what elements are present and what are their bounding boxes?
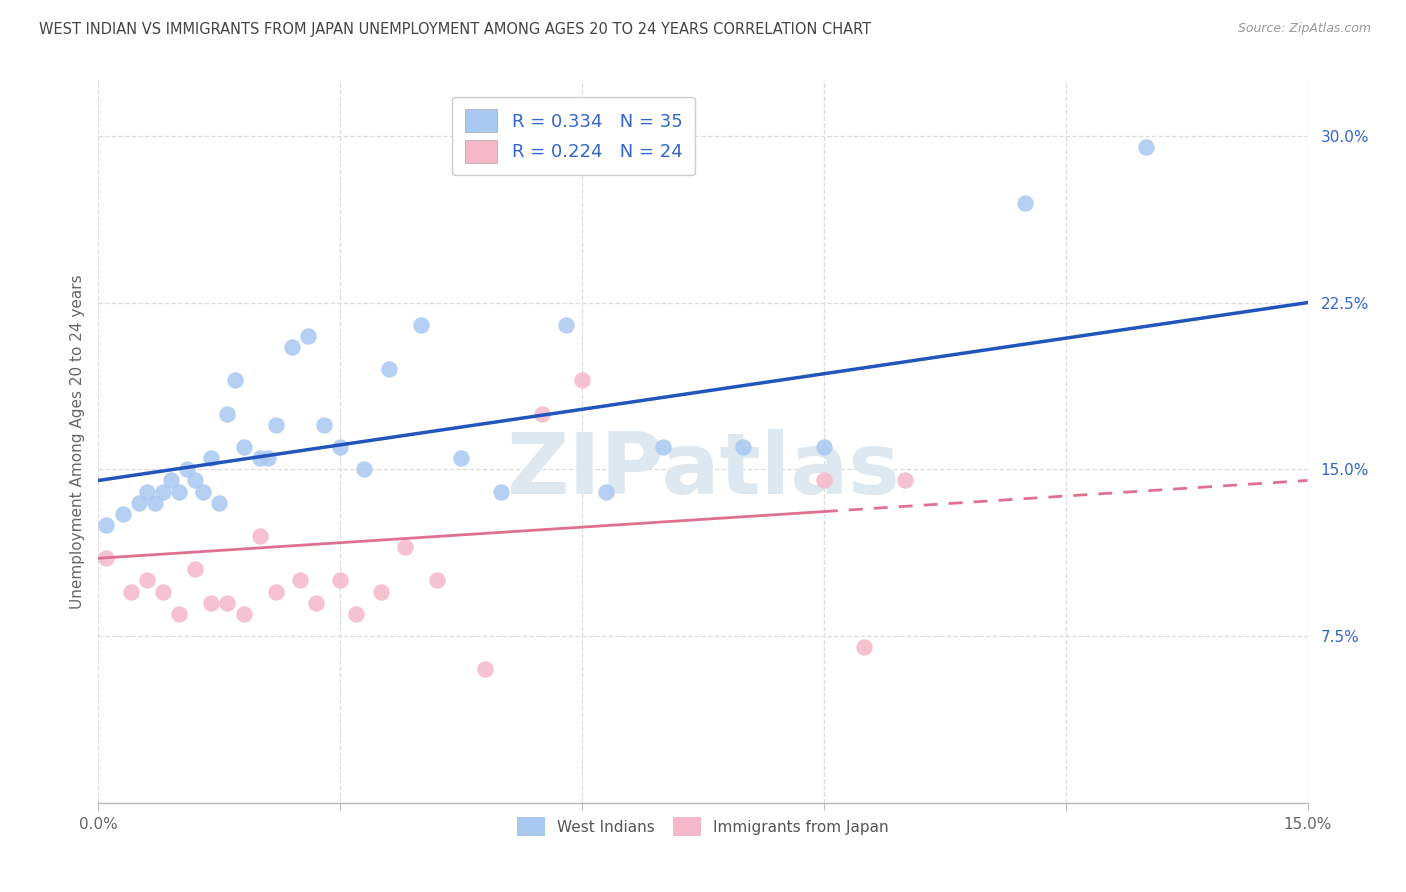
Point [249,451,271,466]
Point [256,451,278,466]
Point [160,474,183,488]
Point [176,462,198,476]
Point [450,451,472,466]
Point [491,484,513,499]
Point [409,318,432,332]
Point [152,584,174,599]
Point [353,462,375,476]
Point [1014,195,1036,210]
Point [530,407,553,421]
Point [893,474,915,488]
Point [394,540,416,554]
Point [1135,140,1157,154]
Legend: West Indians, Immigrants from Japan: West Indians, Immigrants from Japan [512,811,894,842]
Point [96,517,118,532]
Point [733,440,755,454]
Point [135,484,157,499]
Point [474,662,496,676]
Point [377,362,399,376]
Point [297,329,319,343]
Point [853,640,876,655]
Point [329,574,352,588]
Point [571,373,593,387]
Point [595,484,617,499]
Point [96,551,118,566]
Point [193,484,215,499]
Point [128,496,150,510]
Point [232,607,254,621]
Point [208,496,231,510]
Point [305,596,328,610]
Point [344,607,367,621]
Text: WEST INDIAN VS IMMIGRANTS FROM JAPAN UNEMPLOYMENT AMONG AGES 20 TO 24 YEARS CORR: WEST INDIAN VS IMMIGRANTS FROM JAPAN UNE… [39,22,872,37]
Point [813,474,835,488]
Point [249,529,271,543]
Point [217,596,239,610]
Point [200,596,222,610]
Text: Source: ZipAtlas.com: Source: ZipAtlas.com [1237,22,1371,36]
Point [167,484,190,499]
Text: ZIPatlas: ZIPatlas [506,429,900,512]
Point [281,340,304,354]
Point [813,440,835,454]
Point [184,562,207,576]
Point [135,574,157,588]
Point [314,417,336,432]
Point [184,474,207,488]
Point [232,440,254,454]
Y-axis label: Unemployment Among Ages 20 to 24 years: Unemployment Among Ages 20 to 24 years [69,274,84,609]
Point [264,417,287,432]
Point [370,584,392,599]
Point [143,496,166,510]
Point [555,318,578,332]
Point [200,451,222,466]
Point [651,440,673,454]
Point [426,574,449,588]
Point [217,407,239,421]
Point [288,574,311,588]
Point [120,584,142,599]
Point [329,440,352,454]
Point [167,607,190,621]
Point [111,507,134,521]
Point [224,373,246,387]
Point [264,584,287,599]
Point [152,484,174,499]
